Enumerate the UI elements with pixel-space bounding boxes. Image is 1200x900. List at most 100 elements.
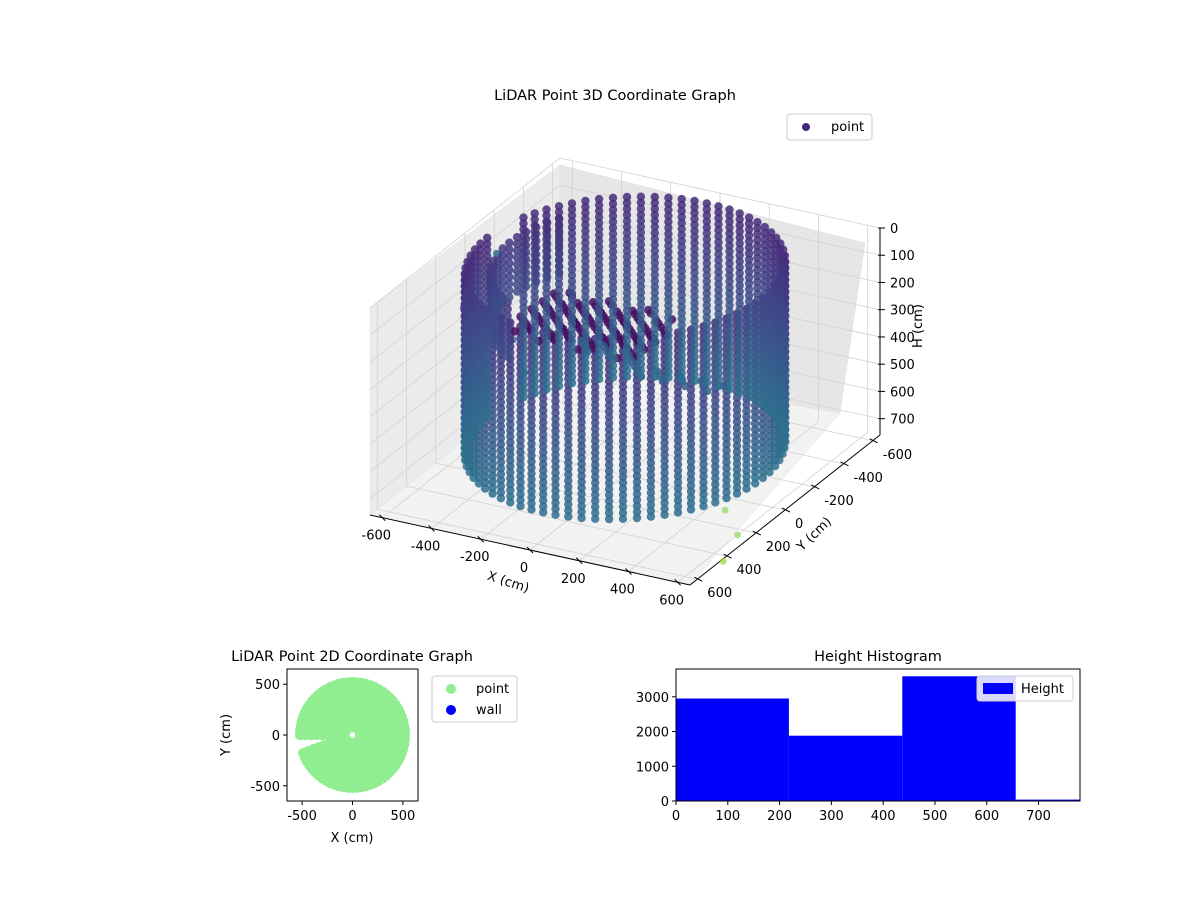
data-point-3d xyxy=(594,248,604,258)
data-point-3d xyxy=(530,388,539,398)
data-point-3d xyxy=(581,262,590,272)
data-point-3d xyxy=(564,458,573,467)
data-point-3d xyxy=(594,302,604,312)
data-point-3d xyxy=(591,454,600,464)
data-point-3d xyxy=(766,228,776,237)
data-point-3d xyxy=(519,255,528,264)
data-point-3d xyxy=(581,358,590,367)
data-point-3d xyxy=(608,277,618,286)
data-point-3d xyxy=(660,390,669,400)
data-point-3d xyxy=(732,441,742,450)
data-point-3d xyxy=(483,347,492,356)
data-point-3d xyxy=(753,337,762,347)
data-point-3d xyxy=(673,418,683,427)
data-point-3d xyxy=(567,259,577,268)
data-point-3d xyxy=(744,291,754,300)
data-point-3d xyxy=(735,269,744,278)
data-point-3d xyxy=(604,383,614,392)
data-point-3d xyxy=(636,372,646,381)
data-point-3d xyxy=(758,449,767,459)
data-point-3d xyxy=(512,287,522,296)
data-point-3d xyxy=(699,460,708,469)
x-tick-3d xyxy=(477,535,485,543)
data-point-3d xyxy=(581,280,590,290)
data-point-3d xyxy=(677,296,686,306)
data-point-3d xyxy=(466,431,475,440)
data-point-3d xyxy=(483,383,492,392)
data-point-3d xyxy=(554,351,564,361)
data-point-3d xyxy=(753,242,762,251)
x-axis-label-2d: X (cm) xyxy=(331,831,374,846)
data-point-3d xyxy=(646,452,656,461)
chart-3d: LiDAR Point 3D Coordinate Graph -600-400… xyxy=(362,88,926,608)
data-point-3d xyxy=(476,377,485,386)
data-point-3d xyxy=(760,312,769,322)
data-point-3d xyxy=(551,492,560,501)
data-point-3d xyxy=(760,300,769,310)
data-point-3d xyxy=(594,308,604,318)
data-point-3d xyxy=(702,205,711,214)
data-point-3d xyxy=(711,462,720,471)
data-point-3d xyxy=(496,440,506,449)
data-point-3d xyxy=(766,342,776,351)
data-point-3d xyxy=(753,349,762,359)
data-point-3d xyxy=(506,480,515,489)
data-point-3d xyxy=(702,271,711,280)
data-point-3d xyxy=(581,256,590,266)
data-point-3d xyxy=(542,349,551,358)
data-point-3d xyxy=(496,458,506,467)
data-point-3d xyxy=(527,487,536,496)
data-point-3d xyxy=(664,331,673,340)
data-point-3d xyxy=(564,482,573,491)
data-point-3d xyxy=(650,300,659,309)
data-point-3d xyxy=(564,446,573,455)
data-point-3d xyxy=(714,363,723,373)
data-point-3d xyxy=(539,418,548,427)
data-point-3d xyxy=(725,217,734,226)
data-point-3d xyxy=(673,388,683,397)
data-point-3d xyxy=(542,361,551,370)
data-point-3d xyxy=(618,400,628,410)
data-point-3d xyxy=(632,465,642,475)
data-point-3d xyxy=(498,271,507,280)
data-point-3d xyxy=(664,205,673,214)
data-point-3d xyxy=(650,360,659,369)
data-point-3d xyxy=(577,387,586,397)
data-point-3d xyxy=(753,355,762,365)
y-tick-label-histogram: 2000 xyxy=(636,726,669,741)
data-point-3d xyxy=(660,420,669,430)
data-point-3d xyxy=(673,406,683,415)
data-point-3d xyxy=(744,267,754,276)
data-point-3d xyxy=(618,406,628,416)
data-point-3d xyxy=(498,251,507,260)
y-tick-3d xyxy=(694,576,703,582)
data-point-3d xyxy=(742,424,751,433)
data-point-3d xyxy=(725,373,734,382)
data-point-3d xyxy=(711,456,720,465)
data-point-3d xyxy=(591,412,600,422)
data-point-3d xyxy=(542,385,551,394)
data-point-3d xyxy=(622,366,632,375)
data-point-3d xyxy=(506,402,515,411)
data-point-3d xyxy=(581,310,590,319)
data-point-3d xyxy=(711,420,720,429)
data-point-3d xyxy=(608,367,618,376)
data-point-3d xyxy=(608,313,618,322)
data-point-3d xyxy=(650,252,659,262)
data-point-3d xyxy=(753,236,762,245)
data-point-3d xyxy=(650,354,659,363)
data-point-3d xyxy=(722,404,731,413)
data-point-3d xyxy=(567,235,577,244)
data-point-3d xyxy=(519,375,528,384)
x-tick-label-histogram: 300 xyxy=(819,809,844,824)
data-point-3d xyxy=(699,394,708,403)
data-point-3d xyxy=(722,446,731,455)
data-point-3d xyxy=(519,213,528,222)
data-point-3d xyxy=(664,217,673,226)
data-point-3d xyxy=(664,301,673,310)
data-point-3d xyxy=(646,428,656,437)
data-point-3d xyxy=(660,402,669,412)
data-point-3d xyxy=(554,208,564,217)
data-point-3d xyxy=(503,339,512,348)
data-point-3d xyxy=(542,211,551,220)
